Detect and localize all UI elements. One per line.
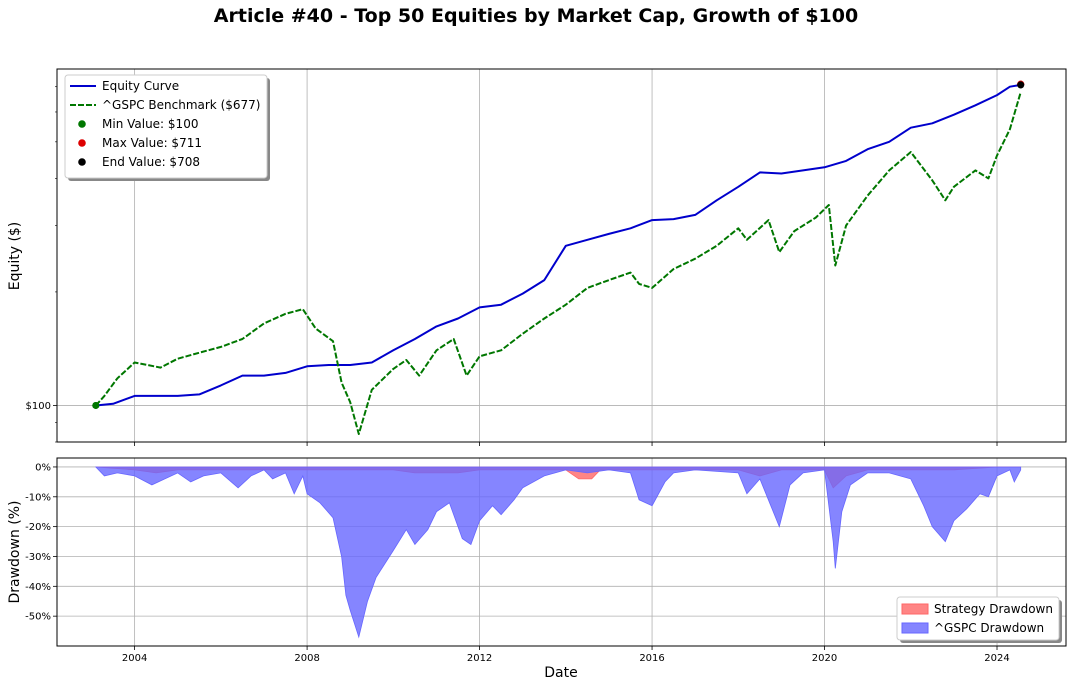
end-value-708-legend-label: End Value: $708 — [102, 155, 200, 169]
bottom-legend: Strategy Drawdown ^GSPC Drawdown — [896, 596, 1062, 643]
y-tick-label: -30% — [25, 552, 51, 563]
drawdown-plot-area — [94, 466, 1022, 639]
bottom-axes-frame — [56, 457, 1067, 647]
equity-plot-area — [92, 80, 1025, 435]
x-tick-label: 2016 — [639, 653, 664, 664]
equity-curve-legend-label: Equity Curve — [102, 79, 179, 93]
top-gridlines — [57, 69, 1066, 442]
x-tick-label: 2008 — [294, 653, 319, 664]
gspc-benchmark-677-legend-label: ^GSPC Benchmark ($677) — [102, 98, 260, 112]
x-tick-label: 2020 — [812, 653, 837, 664]
legend-box — [896, 596, 1060, 641]
bottom-axis-ticks: 2004 2008 2012 2016 2020 2024 0% -10% -20% -30% -4… — [25, 462, 1010, 664]
gspc-drawdown-legend-swatch — [901, 622, 929, 634]
y-tick-label: -50% — [25, 612, 51, 623]
end-value-708-marker-top — [1017, 81, 1025, 89]
gspc-drawdown-legend-label: ^GSPC Drawdown — [934, 621, 1044, 635]
x-tick-label: 2004 — [122, 653, 147, 664]
end-value-708-legend-marker — [78, 158, 86, 166]
equity-curve-line — [95, 83, 1021, 407]
top-y-axis-label: Equity ($) — [7, 222, 23, 291]
legend-box — [64, 74, 268, 179]
max-value-711-legend-label: Max Value: $711 — [102, 136, 202, 150]
min-value-100-legend-label: Min Value: $100 — [102, 117, 198, 131]
min-value-100-marker-top — [92, 401, 100, 409]
bottom-y-axis-label: Drawdown (%) — [7, 500, 23, 603]
top-y-tick-label: $100 — [26, 401, 51, 412]
top-legend: Equity Curve ^GSPC Benchmark ($677) Min Va… — [64, 74, 270, 181]
strategy-drawdown-legend-swatch — [901, 603, 929, 615]
x-axis-label: Date — [544, 665, 577, 681]
y-tick-label: -10% — [25, 492, 51, 503]
min-value-100-legend-marker — [78, 120, 86, 128]
gspc-benchmark-677-line — [95, 91, 1022, 435]
strategy-drawdown-legend-label: Strategy Drawdown — [934, 602, 1053, 616]
top-axes-frame — [56, 68, 1067, 443]
y-tick-label: -40% — [25, 582, 51, 593]
chart-title: Article #40 - Top 50 Equities by Market … — [214, 5, 858, 27]
top-axis-ticks: $100 — [26, 86, 998, 446]
x-tick-label: 2024 — [984, 653, 1009, 664]
y-tick-label: 0% — [35, 462, 51, 473]
y-tick-label: -20% — [25, 522, 51, 533]
max-value-711-legend-marker — [78, 139, 86, 147]
gspc-drawdown-area — [94, 466, 1022, 639]
x-tick-label: 2012 — [467, 653, 492, 664]
